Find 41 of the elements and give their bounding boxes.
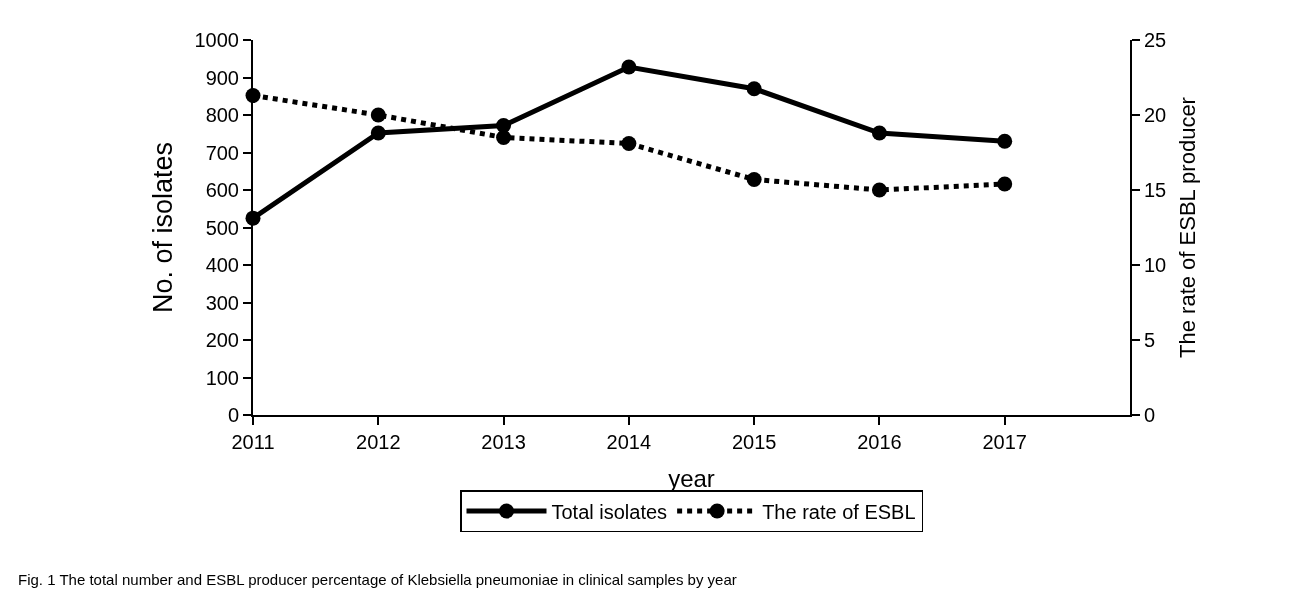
- y-axis-title: No. of isolates: [148, 141, 179, 314]
- x-tick-label: 2017: [982, 431, 1027, 453]
- legend-label: The rate of ESBL: [762, 500, 916, 523]
- y2-tick-label: 20: [1144, 104, 1167, 126]
- point: [370, 125, 386, 141]
- y-tick-label: 900: [205, 66, 239, 89]
- y2-tick-label: 10: [1144, 254, 1167, 276]
- point: [997, 176, 1013, 192]
- y2-axis-title: The rate of ESBL producer: [1174, 97, 1200, 358]
- point: [370, 107, 386, 123]
- x-tick-label: 2011: [231, 431, 275, 453]
- x-axis-title: year: [668, 464, 715, 492]
- y2-tick-label: 0: [1144, 404, 1156, 426]
- point: [871, 125, 887, 141]
- y2-tick-label: 5: [1144, 329, 1156, 351]
- point: [746, 172, 762, 187]
- point: [621, 136, 637, 151]
- y-tick-label: 300: [205, 291, 239, 314]
- y-tick-label: 200: [205, 329, 239, 351]
- legend-label: Total isolates: [551, 500, 668, 523]
- y-tick-label: 100: [205, 366, 239, 389]
- x-tick-label: 2014: [606, 431, 652, 453]
- y-tick-label: 0: [227, 404, 239, 426]
- x-tick-label: 2012: [356, 431, 401, 453]
- y2-tick-label: 15: [1144, 179, 1167, 201]
- x-tick-label: 2015: [731, 431, 777, 453]
- point: [997, 133, 1013, 149]
- x-tick-label: 2016: [857, 431, 902, 453]
- y-tick-label: 500: [205, 216, 239, 239]
- caption: Fig. 1 The total number and ESBL producer percentage of Klebsiella pneumoniae in clinical samples by year: [18, 571, 737, 588]
- y-tick-label: 400: [205, 254, 239, 276]
- x-tick-label: 2013: [481, 431, 526, 453]
- point: [496, 130, 512, 145]
- y-tick-label: 800: [205, 104, 239, 126]
- y2-tick-label: 25: [1144, 29, 1167, 51]
- point: [746, 81, 762, 97]
- point: [621, 59, 637, 75]
- y-tick-label: 1000: [194, 29, 239, 51]
- y-tick-label: 600: [205, 179, 239, 201]
- point: [871, 182, 887, 198]
- y-tick-label: 700: [205, 141, 239, 164]
